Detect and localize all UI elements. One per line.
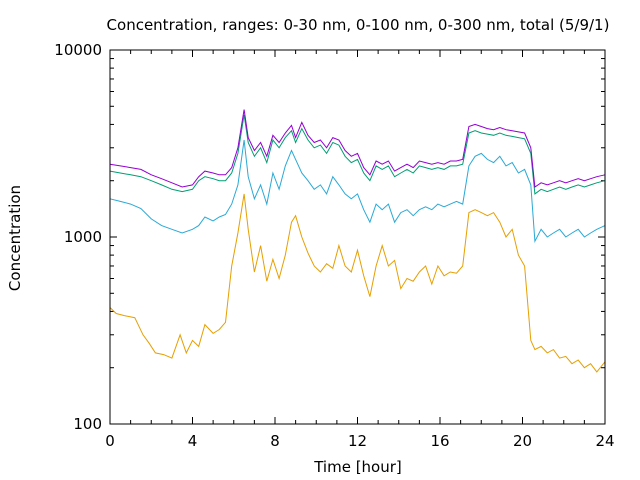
- x-tick-label: 4: [188, 432, 198, 450]
- y-tick-label: 1000: [64, 228, 102, 246]
- x-tick-label: 0: [105, 432, 115, 450]
- x-tick-label: 8: [270, 432, 280, 450]
- x-tick-label: 24: [595, 432, 614, 450]
- y-tick-label: 100: [73, 415, 102, 433]
- y-tick-label: 10000: [54, 41, 102, 59]
- series-line-2: [109, 114, 606, 195]
- chart-title: Concentration, ranges: 0-30 nm, 0-100 nm…: [107, 16, 610, 34]
- x-tick-label: 20: [513, 432, 532, 450]
- x-axis-label: Time [hour]: [313, 458, 402, 476]
- series-layer: [109, 109, 606, 373]
- x-tick-label: 12: [348, 432, 367, 450]
- series-line-1: [109, 139, 606, 243]
- x-tick-label: 16: [430, 432, 449, 450]
- series-line-3: [109, 109, 606, 188]
- series-line-0: [109, 193, 606, 373]
- y-axis-label: Concentration: [6, 185, 24, 291]
- plot-frame: [109, 49, 606, 425]
